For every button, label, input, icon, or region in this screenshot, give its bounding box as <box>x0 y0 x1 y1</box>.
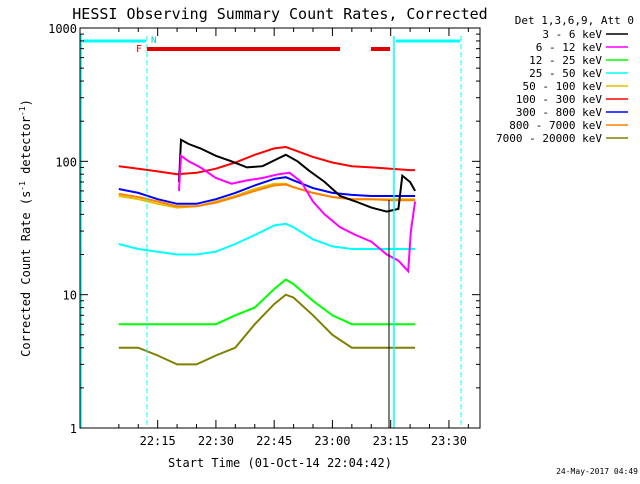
y-tick-label: 10 <box>63 289 77 303</box>
series-line-8 <box>118 293 416 366</box>
chart-title: HESSI Observing Summary Count Rates, Cor… <box>72 5 487 23</box>
series-line-5 <box>118 145 416 176</box>
x-tick-label: 22:45 <box>256 434 292 448</box>
x-axis: 22:15 22:30 22:45 23:00 23:15 23:30 <box>118 28 469 448</box>
legend-label: 100 - 300 keV <box>516 93 602 106</box>
legend-label: 25 - 50 keV <box>529 67 602 80</box>
legend-label: 6 - 12 keV <box>536 41 603 54</box>
legend-label: 7000 - 20000 keV <box>496 132 602 145</box>
y-tick-label: 1 <box>70 422 77 436</box>
series-line-1 <box>178 153 417 274</box>
y-axis: 1 10 100 1000 <box>48 22 480 436</box>
x-tick-label: 23:15 <box>373 434 409 448</box>
legend-label: 12 - 25 keV <box>529 54 602 67</box>
plot-series-group <box>118 138 417 366</box>
flag-label-f: F <box>136 44 142 55</box>
series-line-7 <box>118 183 416 208</box>
legend-title: Det 1,3,6,9, Att 0 <box>515 14 634 27</box>
legend-label: 50 - 100 keV <box>523 80 603 93</box>
flag-label-n: N <box>151 36 156 46</box>
y-tick-label: 1000 <box>48 22 77 36</box>
legend-label: 800 - 7000 keV <box>509 119 602 132</box>
series-line-3 <box>118 222 416 256</box>
plot-flags-group: FN <box>80 34 462 428</box>
x-tick-label: 22:30 <box>198 434 234 448</box>
legend-label: 3 - 6 keV <box>542 28 602 41</box>
plot-frame <box>79 27 481 429</box>
series-line-6 <box>118 176 416 205</box>
y-axis-label: Corrected Count Rate (s-1 detector-1) <box>18 99 33 357</box>
legend-label: 300 - 800 keV <box>516 106 602 119</box>
x-tick-label: 22:15 <box>140 434 176 448</box>
y-tick-label: 100 <box>55 155 77 169</box>
x-axis-label: Start Time (01-Oct-14 22:04:42) <box>168 456 392 470</box>
x-tick-label: 23:00 <box>314 434 350 448</box>
x-tick-label: 23:30 <box>431 434 467 448</box>
series-line-2 <box>118 278 416 326</box>
timestamp: 24-May-2017 04:49 <box>556 467 638 476</box>
